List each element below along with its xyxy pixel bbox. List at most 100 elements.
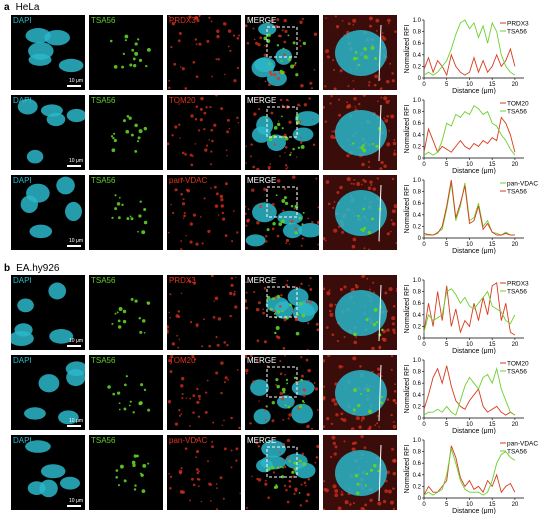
y-tick-label: 1.0 — [413, 18, 422, 24]
scale-bar-label: 10 μm — [69, 238, 83, 244]
plot-svg: 0 0.2 0.4 0.6 0.8 1.0 0 5 10 15 20 Distance (μm) Nor… — [404, 358, 529, 435]
y-tick-label: 0.8 — [413, 290, 422, 296]
scale-bar-label: 10 μm — [69, 78, 83, 84]
scale-bar — [67, 425, 81, 427]
y-tick-label: 0.8 — [413, 190, 422, 196]
scale-bar — [67, 85, 81, 87]
y-tick-label: 0 — [418, 156, 422, 162]
scale-bar — [67, 245, 81, 247]
channel-label: PRDX3 — [169, 276, 196, 285]
x-tick-label: 15 — [489, 422, 496, 428]
y-tick-label: 0.2 — [413, 224, 422, 230]
micrograph-red-b1: PRDX3 — [167, 275, 241, 350]
series-line-TOM20 — [423, 116, 516, 154]
y-tick-label: 0.8 — [413, 450, 422, 456]
micrograph-tsa56-a1: TSA56 — [89, 15, 163, 90]
micrograph-merge-b2: MERGE — [245, 355, 319, 430]
micrograph-zoom-b3 — [323, 435, 397, 510]
micrograph-dapi-b2: DAPI 10 μm — [11, 355, 85, 430]
channel-label: TSA56 — [91, 16, 116, 25]
series-line-TSA56 — [423, 448, 516, 496]
y-tick-label: 0.2 — [413, 324, 422, 330]
x-axis-label: Distance (μm) — [452, 428, 496, 434]
channel-label: MERGE — [247, 356, 277, 365]
legend-label: TSA56 — [507, 109, 527, 116]
y-tick-label: 1.0 — [413, 178, 422, 184]
x-tick-label: 15 — [489, 162, 496, 168]
y-tick-label: 1.0 — [413, 278, 422, 284]
y-tick-label: 0.2 — [413, 484, 422, 490]
plot-svg: 0 0.2 0.4 0.6 0.8 1.0 0 5 10 15 20 Distance (μm) Nor… — [404, 18, 529, 95]
intensity-profile-plot: 0 0.2 0.4 0.6 0.8 1.0 0 5 10 15 20 Distance (μm) Nor… — [402, 94, 548, 179]
y-axis-label: Normalized RFI — [404, 105, 411, 154]
y-tick-label: 0 — [418, 236, 422, 242]
channel-label: DAPI — [13, 436, 32, 445]
channel-label: MERGE — [247, 96, 277, 105]
y-tick-label: 0.6 — [413, 301, 422, 307]
channel-label: TOM20 — [169, 96, 196, 105]
micrograph-zoom-a1 — [323, 15, 397, 90]
y-tick-label: 1.0 — [413, 98, 422, 104]
x-tick-label: 0 — [422, 502, 426, 508]
series-line-PRDX3 — [423, 47, 516, 77]
x-tick-label: 15 — [489, 242, 496, 248]
plot-svg: 0 0.2 0.4 0.6 0.8 1.0 0 5 10 15 20 Distance (μm) Nor… — [404, 278, 529, 355]
plot-svg: 0 0.2 0.4 0.6 0.8 1.0 0 5 10 15 20 Distance (μm) Nor… — [404, 438, 538, 515]
scale-bar-label: 10 μm — [69, 158, 83, 164]
intensity-profile-plot: 0 0.2 0.4 0.6 0.8 1.0 0 5 10 15 20 Distance (μm) Nor… — [402, 14, 548, 99]
y-tick-label: 0.4 — [413, 213, 422, 219]
y-tick-label: 0.2 — [413, 404, 422, 410]
x-tick-label: 20 — [512, 502, 519, 508]
y-tick-label: 0.4 — [413, 133, 422, 139]
intensity-profile-plot: 0 0.2 0.4 0.6 0.8 1.0 0 5 10 15 20 Distance (μm) Nor… — [402, 274, 548, 359]
y-tick-label: 0.6 — [413, 461, 422, 467]
x-tick-label: 15 — [489, 342, 496, 348]
section-b-label: b EA.hy926 — [4, 263, 60, 274]
micrograph-merge-b1: MERGE — [245, 275, 319, 350]
legend-label: TOM20 — [507, 101, 529, 108]
series-line-TSA56 — [423, 105, 516, 156]
x-tick-label: 5 — [445, 242, 449, 248]
y-tick-label: 1.0 — [413, 358, 422, 364]
legend-label: PRDX3 — [507, 21, 529, 28]
x-tick-label: 0 — [422, 422, 426, 428]
series-line-TOM20 — [423, 365, 516, 416]
y-tick-label: 0.6 — [413, 201, 422, 207]
series-line-TSA56 — [423, 288, 516, 333]
y-tick-label: 0.4 — [413, 313, 422, 319]
channel-label: TSA56 — [91, 276, 116, 285]
x-tick-label: 15 — [489, 502, 496, 508]
series-line-TSA56 — [423, 179, 515, 236]
x-tick-label: 5 — [445, 82, 449, 88]
micrograph-tsa56-a2: TSA56 — [89, 95, 163, 170]
channel-label: DAPI — [13, 96, 32, 105]
y-tick-label: 0 — [418, 336, 422, 342]
micrograph-zoom-b2 — [323, 355, 397, 430]
y-tick-label: 0.4 — [413, 473, 422, 479]
x-tick-label: 10 — [466, 502, 473, 508]
intensity-profile-plot: 0 0.2 0.4 0.6 0.8 1.0 0 5 10 15 20 Distance (μm) Nor… — [402, 354, 548, 439]
channel-label: PRDX3 — [169, 16, 196, 25]
y-tick-label: 0 — [418, 76, 422, 82]
x-tick-label: 10 — [466, 82, 473, 88]
series-line-PRDX3 — [423, 282, 516, 336]
micrograph-red-b2: TOM20 — [167, 355, 241, 430]
y-tick-label: 0.6 — [413, 121, 422, 127]
y-tick-label: 0 — [418, 416, 422, 422]
x-axis-label: Distance (μm) — [452, 168, 496, 174]
y-tick-label: 0.6 — [413, 381, 422, 387]
intensity-profile-plot: 0 0.2 0.4 0.6 0.8 1.0 0 5 10 15 20 Distance (μm) Nor… — [402, 434, 548, 519]
x-tick-label: 20 — [512, 162, 519, 168]
micrograph-tsa56-b2: TSA56 — [89, 355, 163, 430]
y-tick-label: 0.4 — [413, 393, 422, 399]
micrograph-red-a1: PRDX3 — [167, 15, 241, 90]
micrograph-dapi-b1: DAPI 10 μm — [11, 275, 85, 350]
channel-label: DAPI — [13, 356, 32, 365]
micrograph-dapi-a3: DAPI 10 μm — [11, 175, 85, 250]
channel-label: MERGE — [247, 436, 277, 445]
series-line-pan-VDAC — [423, 445, 516, 496]
x-tick-label: 0 — [422, 162, 426, 168]
channel-label: DAPI — [13, 176, 32, 185]
legend-label: TSA56 — [507, 449, 527, 456]
y-tick-label: 0.8 — [413, 110, 422, 116]
